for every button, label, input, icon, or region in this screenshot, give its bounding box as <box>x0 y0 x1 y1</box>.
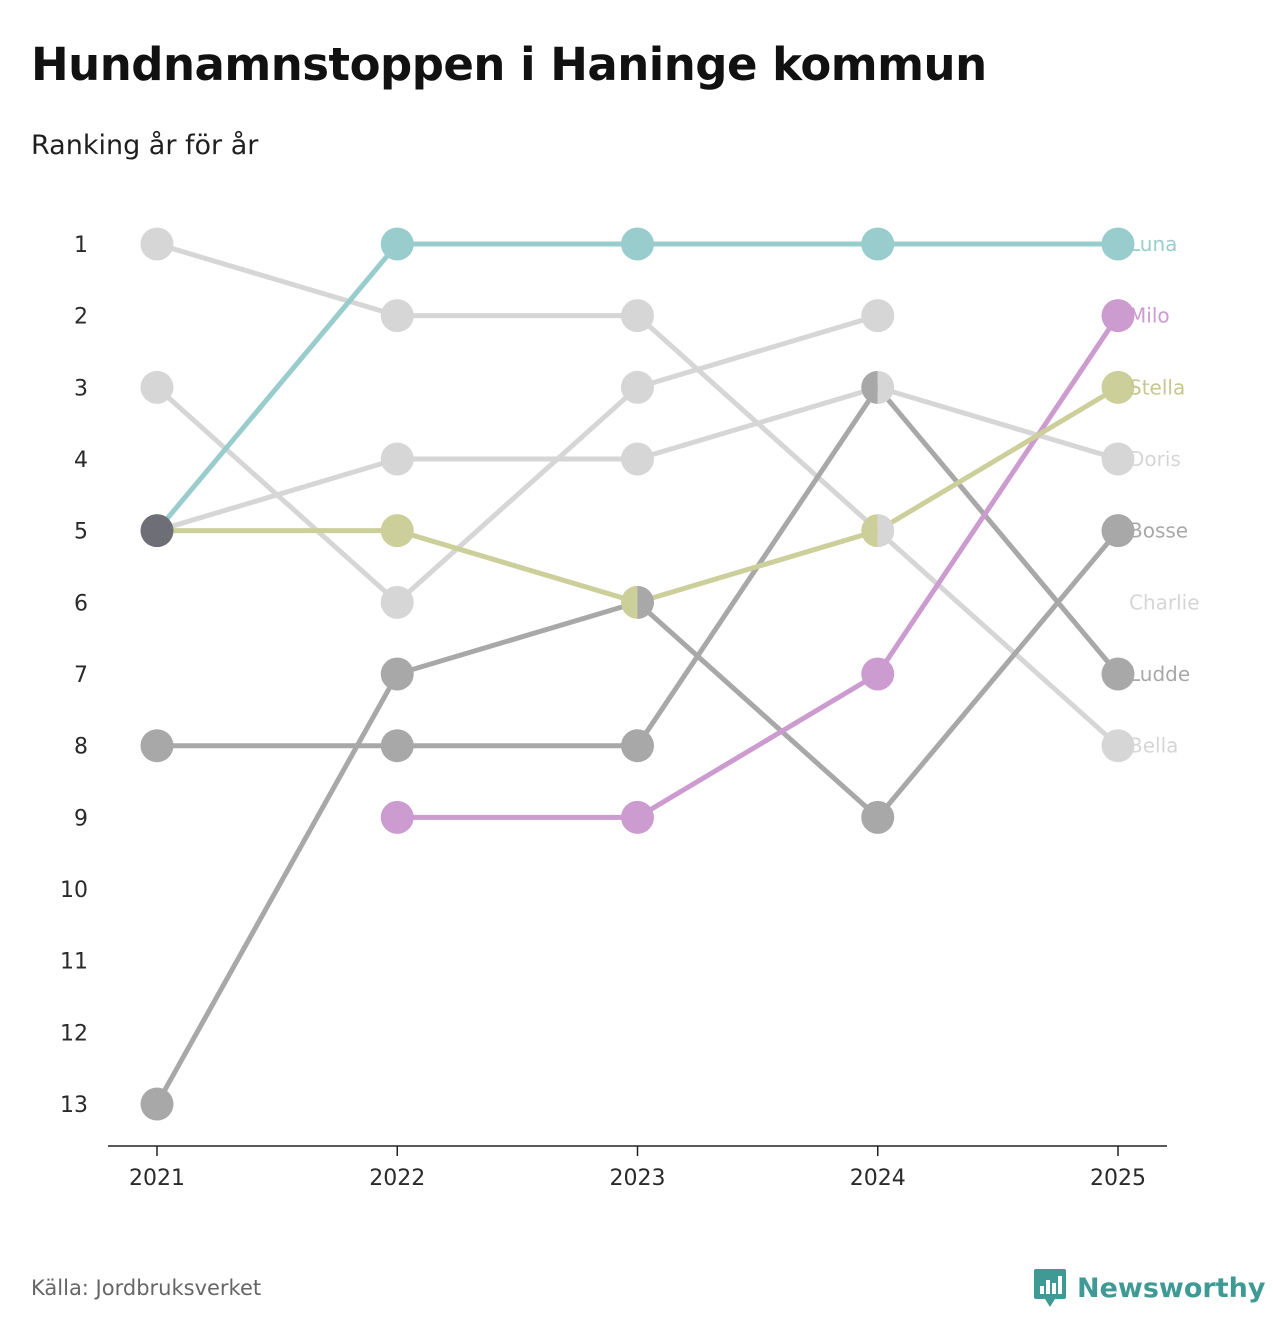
marker-luna <box>380 227 414 261</box>
marker-bosse <box>637 585 654 619</box>
marker-doris <box>877 370 895 404</box>
marker-charlie <box>621 370 654 404</box>
x-tick-label: 2024 <box>850 1166 906 1191</box>
brand-logo[interactable]: Newsworthy <box>1033 1268 1265 1308</box>
series-labels: Bella Charlie Doris Bosse Ludde Milo Stella Lun… <box>1129 232 1200 758</box>
marker-luna <box>861 227 895 261</box>
marker-milo <box>380 800 414 834</box>
marker-stella <box>621 585 638 619</box>
marker-charlie <box>861 299 895 333</box>
marker-stella <box>380 514 414 548</box>
brand-name: Newsworthy <box>1077 1272 1266 1304</box>
y-tick-label: 3 <box>74 376 88 401</box>
series-label-milo: Milo <box>1129 304 1170 328</box>
marker-doris <box>380 442 414 476</box>
y-tick-label: 7 <box>74 663 88 688</box>
series-label-bella: Bella <box>1129 734 1178 758</box>
marker-luna <box>1101 227 1135 261</box>
series-label-luna: Luna <box>1129 232 1177 256</box>
marker-charlie <box>380 585 414 619</box>
page-subtitle: Ranking år för år <box>31 130 259 161</box>
marker-bella <box>1101 729 1135 763</box>
series-label-stella: Stella <box>1129 375 1185 399</box>
marker-ludde <box>1101 657 1135 691</box>
source-note: Källa: Jordbruksverket <box>31 1276 262 1300</box>
y-tick-label: 8 <box>74 735 88 760</box>
marker-bosse <box>1101 514 1135 548</box>
x-tick-label: 2023 <box>610 1166 666 1191</box>
y-tick-label: 13 <box>60 1093 88 1118</box>
marker-luna <box>621 227 654 261</box>
marker-ludde <box>861 370 878 404</box>
y-tick-label: 12 <box>60 1021 88 1046</box>
y-tick-label: 10 <box>60 878 88 903</box>
marker-milo <box>861 657 895 691</box>
y-tick-label: 6 <box>74 591 88 616</box>
series-label-doris: Doris <box>1129 447 1181 471</box>
series-label-charlie: Charlie <box>1129 590 1200 614</box>
marker-bella <box>140 227 174 261</box>
y-tick-label: 9 <box>74 806 88 831</box>
marker-bella <box>877 514 895 548</box>
x-axis: 2021 2022 2023 2024 2025 <box>108 1145 1167 1191</box>
marker-stella <box>1101 370 1135 404</box>
series-label-bosse: Bosse <box>1129 519 1188 543</box>
series-line-ludde <box>154 384 1121 749</box>
y-tick-label: 11 <box>60 950 88 975</box>
marker-ludde <box>140 729 174 763</box>
y-tick-label: 1 <box>74 233 88 258</box>
x-tick-label: 2021 <box>129 1166 185 1191</box>
marker-bella <box>621 299 654 333</box>
series-markers <box>140 227 1135 1121</box>
marker-ludde <box>621 729 654 763</box>
marker-bosse <box>861 800 895 834</box>
x-tick-label: 2025 <box>1090 1166 1146 1191</box>
series-label-ludde: Ludde <box>1129 662 1190 686</box>
marker-doris <box>621 442 654 476</box>
series-line-milo <box>394 313 1121 820</box>
y-tick-label: 4 <box>74 448 88 473</box>
x-tick-label: 2022 <box>369 1166 425 1191</box>
marker-stella <box>861 514 878 548</box>
marker-milo <box>1101 299 1135 333</box>
bar-chart-icon <box>1034 1269 1066 1307</box>
marker-ludde <box>380 729 414 763</box>
y-tick-label: 5 <box>74 520 88 545</box>
marker-tie <box>140 514 174 548</box>
marker-bosse <box>380 657 414 691</box>
y-tick-label: 2 <box>74 305 88 330</box>
marker-milo <box>621 800 654 834</box>
marker-charlie <box>140 370 174 404</box>
page-title: Hundnamnstoppen i Haninge kommun <box>31 38 987 91</box>
series-line-stella <box>154 384 1121 605</box>
marker-bella <box>380 299 414 333</box>
marker-bosse <box>140 1087 174 1121</box>
marker-doris <box>1101 442 1135 476</box>
